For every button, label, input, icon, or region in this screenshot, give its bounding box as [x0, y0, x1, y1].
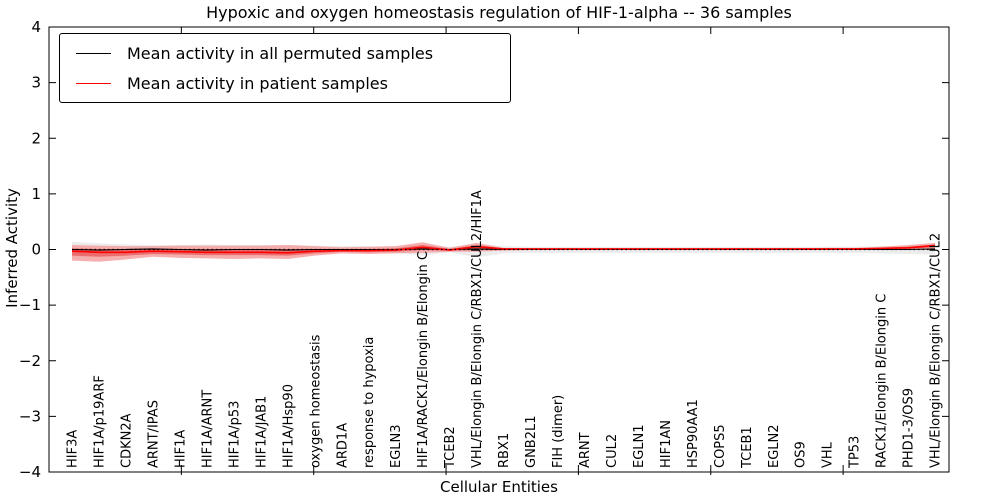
x-category-label: VHL [821, 441, 836, 468]
x-category-label: TP53 [848, 436, 863, 469]
x-category-label: RACK1/Elongin B/Elongin C [875, 294, 890, 468]
patient-line-swatch [76, 82, 111, 84]
permuted-line-swatch [76, 52, 111, 54]
x-category-label: RBX1 [497, 433, 512, 468]
x-category-label: TCEB2 [443, 426, 458, 469]
legend: Mean activity in all permuted samples Me… [59, 33, 511, 103]
legend-label-patient: Mean activity in patient samples [127, 73, 388, 93]
y-tick-label: −2 [19, 352, 41, 370]
x-category-label: HIF1A/JAB1 [254, 396, 269, 468]
y-tick-label: 1 [31, 185, 41, 203]
chart-title: Hypoxic and oxygen homeostasis regulatio… [206, 3, 792, 22]
x-category-label: ARD1A [335, 423, 350, 468]
legend-label-permuted: Mean activity in all permuted samples [127, 43, 434, 63]
x-category-label: HIF1A [173, 430, 188, 468]
x-category-label: OS9 [794, 441, 809, 468]
x-category-label: HIF1A/Hsp90 [281, 384, 296, 468]
x-category-label: ARNT [578, 432, 593, 468]
y-tick-label: 2 [31, 129, 41, 147]
x-category-label: response to hypoxia [362, 337, 377, 468]
patient-samples-range-inner-band [72, 244, 935, 257]
x-category-label: VHL/Elongin B/Elongin C/RBX1/CUL2 [929, 233, 944, 468]
x-category-label: HSP90AA1 [686, 399, 701, 468]
legend-entry-permuted: Mean activity in all permuted samples [70, 41, 500, 65]
legend-entry-patient: Mean activity in patient samples [70, 71, 500, 95]
x-category-label: CUL2 [605, 434, 620, 468]
x-category-label: COPS5 [713, 424, 728, 468]
x-category-label: CDKN2A [119, 413, 134, 468]
x-category-label: HIF3A [66, 430, 81, 468]
patient-samples-range-outer-band [72, 242, 935, 262]
y-tick-label: −4 [19, 463, 41, 481]
x-category-label: HIF1A/p19ARF [93, 375, 108, 468]
y-tick-label: 0 [31, 241, 41, 259]
x-category-label: HIF1A/ARNT [200, 390, 215, 468]
y-tick-label: −1 [19, 296, 41, 314]
x-category-label: PHD1-3/OS9 [902, 388, 917, 468]
x-category-label: TCEB1 [740, 426, 755, 469]
x-category-label: HIF1A/p53 [227, 401, 242, 468]
x-category-label: HIF1AN [659, 420, 674, 468]
x-category-label: VHL/Elongin B/Elongin C/RBX1/CUL2/HIF1A [470, 190, 485, 468]
x-category-label: HIF1A/RACK1/Elongin B/Elongin C [416, 251, 431, 468]
x-category-label: ARNT/IPAS [146, 400, 161, 468]
x-category-label: GNB2L1 [524, 415, 539, 468]
x-category-label: EGLN1 [632, 424, 647, 468]
y-tick-label: 3 [31, 74, 41, 92]
y-tick-label: −3 [19, 407, 41, 425]
x-category-label: EGLN3 [389, 424, 404, 468]
x-category-label: EGLN2 [767, 424, 782, 468]
y-axis-title: Inferred Activity [3, 188, 21, 308]
x-axis-title: Cellular Entities [440, 478, 558, 496]
x-category-label: FIH (dimer) [551, 395, 566, 468]
x-category-label: oxygen homeostasis [308, 334, 323, 468]
y-tick-label: 4 [31, 18, 41, 36]
patient-mean-line [71, 244, 936, 254]
